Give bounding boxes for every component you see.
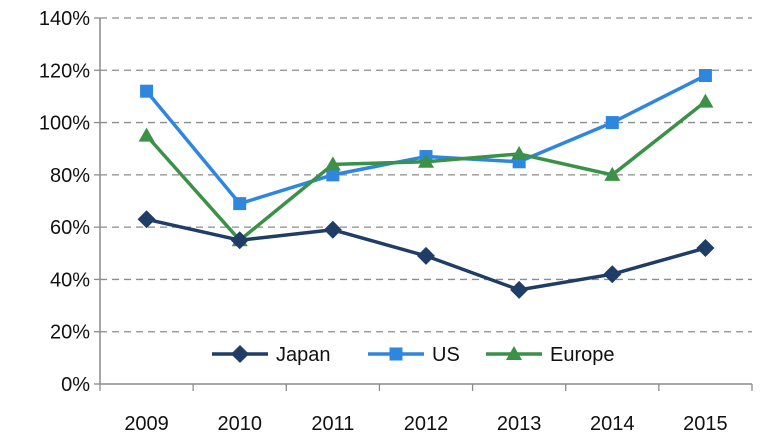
series-japan: [137, 210, 715, 299]
data-point-europe: [324, 156, 341, 171]
legend-label-us: US: [432, 344, 460, 366]
x-tick-label: 2014: [590, 413, 635, 435]
data-point-us: [326, 168, 340, 182]
x-tick-label: 2009: [124, 413, 169, 435]
data-point-us: [140, 84, 154, 98]
legend: Japan US Europe: [200, 336, 640, 372]
y-tick-label: 60%: [50, 217, 90, 239]
y-tick-label: 80%: [50, 165, 90, 187]
y-tick-labels: 0% 20% 40% 60% 80% 100% 120% 140%: [39, 8, 90, 396]
legend-label-japan: Japan: [276, 344, 331, 366]
data-point-us: [698, 69, 712, 83]
axes: [94, 17, 753, 391]
legend-marker-europe: [506, 346, 522, 360]
data-point-japan: [417, 246, 435, 265]
y-tick-label: 40%: [50, 269, 90, 291]
legend-item-japan: Japan: [212, 344, 331, 366]
legend-label-europe: Europe: [550, 344, 615, 366]
y-tick-label: 140%: [39, 8, 90, 30]
data-point-us: [605, 116, 619, 130]
data-point-europe: [418, 153, 434, 168]
data-point-us: [233, 197, 247, 211]
series-line-us: [145, 73, 707, 206]
legend-marker-us: [389, 347, 403, 361]
data-point-europe: [511, 145, 528, 160]
y-tick-label: 20%: [50, 322, 90, 344]
legend-item-europe: Europe: [486, 344, 615, 366]
y-tick-label: 100%: [39, 113, 90, 135]
data-point-japan: [323, 220, 342, 239]
x-tick-label: 2011: [311, 413, 354, 435]
data-point-japan: [230, 231, 249, 250]
x-tick-label: 2013: [497, 413, 542, 435]
x-tick-label: 2012: [404, 413, 449, 435]
legend-item-us: US: [368, 344, 460, 366]
legend-marker-japan: [231, 345, 249, 363]
data-point-europe: [697, 93, 714, 108]
gridlines: [100, 17, 752, 333]
x-tick-label: 2015: [683, 413, 728, 435]
y-tick-label: 0%: [61, 374, 90, 396]
y-tick-label: 120%: [39, 60, 90, 82]
data-point-japan: [510, 280, 529, 299]
data-point-europe: [138, 127, 155, 142]
data-point-europe: [604, 166, 621, 181]
series: [137, 69, 715, 299]
x-tick-labels: 2009 2010 2011 2012 2013 2014 2015: [124, 413, 727, 435]
x-tick-label: 2010: [217, 413, 262, 435]
data-point-japan: [137, 210, 156, 229]
data-point-japan: [696, 239, 715, 258]
data-point-japan: [603, 265, 622, 284]
series-us: [140, 69, 712, 211]
